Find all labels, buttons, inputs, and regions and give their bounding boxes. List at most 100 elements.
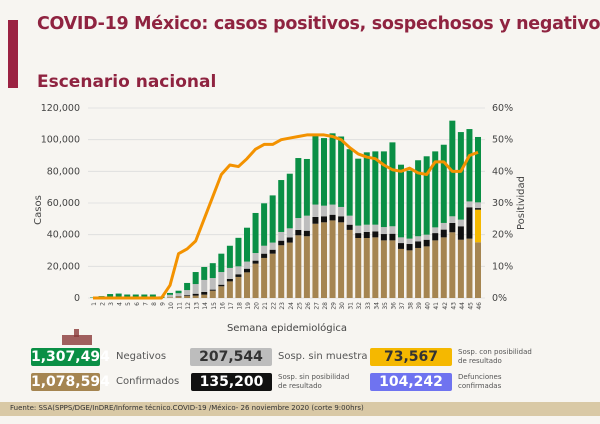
bar-negativos-week-7 bbox=[141, 294, 148, 298]
bar-confirmados-week-44 bbox=[457, 239, 464, 298]
bar-confirmados-week-20 bbox=[252, 263, 259, 298]
bar-sin_posibilidad-week-41 bbox=[432, 233, 439, 241]
bar-sin_muestra-week-16 bbox=[218, 272, 225, 285]
bar-sin_posibilidad-week-40 bbox=[423, 239, 430, 247]
x-tick-label: 35 bbox=[382, 302, 389, 310]
bar-sin_muestra-week-30 bbox=[338, 206, 345, 217]
bar-sin_posibilidad-week-25 bbox=[295, 229, 302, 236]
x-tick-label: 1 bbox=[91, 302, 98, 306]
bar-negativos-week-22 bbox=[269, 195, 276, 243]
bar-sin_posibilidad-week-32 bbox=[355, 233, 362, 238]
bar-sin_muestra-week-36 bbox=[389, 226, 396, 234]
bar-confirmados-week-42 bbox=[440, 237, 447, 298]
bar-sin_muestra-week-19 bbox=[244, 261, 250, 269]
bar-confirmados-week-39 bbox=[415, 247, 422, 298]
bar-sin_muestra-week-32 bbox=[355, 225, 362, 234]
bar-sin_muestra-week-24 bbox=[286, 228, 293, 238]
bar-negativos-week-26 bbox=[303, 158, 310, 216]
bar-sin_posibilidad-week-18 bbox=[235, 274, 242, 277]
x-tick-label: 31 bbox=[348, 302, 355, 310]
bar-sin_posibilidad-week-46 bbox=[475, 208, 481, 210]
bar-confirmados-week-35 bbox=[380, 240, 387, 298]
bar-confirmados-week-21 bbox=[261, 257, 268, 298]
bar-confirmados-week-22 bbox=[269, 253, 276, 298]
bar-sin_muestra-week-28 bbox=[321, 205, 327, 217]
bar-confirmados-week-30 bbox=[338, 222, 345, 298]
bar-sin_posibilidad-week-20 bbox=[252, 260, 259, 264]
bar-confirmados-week-31 bbox=[346, 229, 353, 298]
bar-negativos-week-12 bbox=[184, 282, 191, 291]
bar-sin_muestra-week-17 bbox=[226, 267, 233, 279]
defunciones-label-2: confirmadas bbox=[458, 382, 502, 390]
bar-confirmados-week-33 bbox=[363, 237, 370, 298]
x-tick-label: 21 bbox=[262, 302, 269, 310]
bar-sin_muestra-week-20 bbox=[252, 253, 259, 261]
bar-confirmados-week-28 bbox=[321, 222, 327, 298]
bar-confirmados-week-27 bbox=[312, 223, 319, 298]
x-tick-label: 7 bbox=[142, 302, 149, 306]
bar-confirmados-week-25 bbox=[295, 235, 302, 298]
bar-confirmados-week-24 bbox=[286, 242, 293, 298]
x-tick-label: 23 bbox=[279, 302, 286, 310]
bar-sin_muestra-week-22 bbox=[269, 242, 276, 250]
bar-negativos-week-8 bbox=[149, 294, 156, 298]
bar-confirmados-week-36 bbox=[389, 240, 396, 298]
bar-sin_muestra-week-41 bbox=[432, 227, 439, 234]
bar-negativos-week-18 bbox=[235, 237, 242, 267]
y2-tick-label: 10% bbox=[492, 261, 513, 272]
defunciones-label: Defunciones confirmadas bbox=[458, 373, 502, 391]
x-tick-label: 20 bbox=[254, 302, 261, 310]
bar-negativos-week-37 bbox=[398, 164, 404, 238]
bar-confirmados-week-18 bbox=[235, 276, 242, 298]
bar-sin_posibilidad-week-45 bbox=[466, 207, 473, 239]
bar-sin_muestra-week-38 bbox=[406, 238, 413, 245]
sin-posibilidad-label: Sosp. sin posibilidad de resultado bbox=[278, 373, 349, 391]
x-tick-label: 6 bbox=[134, 302, 141, 306]
bar-sin_posibilidad-week-37 bbox=[398, 243, 404, 249]
bar-negativos-week-34 bbox=[372, 151, 379, 225]
bar-sin_muestra-week-25 bbox=[295, 218, 302, 230]
bar-negativos-week-41 bbox=[432, 151, 439, 228]
bar-confirmados-week-16 bbox=[218, 286, 225, 298]
bar-sin_muestra-week-13 bbox=[192, 284, 199, 294]
bar-confirmados-week-13 bbox=[192, 295, 199, 298]
bar-sin_posibilidad-week-21 bbox=[261, 253, 268, 258]
bar-sin_muestra-week-12 bbox=[184, 290, 191, 296]
x-tick-label: 18 bbox=[236, 302, 243, 310]
bar-negativos-week-11 bbox=[175, 290, 182, 294]
bar-negativos-week-36 bbox=[389, 142, 396, 227]
bar-negativos-week-13 bbox=[192, 272, 199, 285]
bar-negativos-week-19 bbox=[244, 227, 250, 262]
bar-sin_muestra-week-15 bbox=[209, 278, 216, 290]
negativos-label: Negativos bbox=[116, 351, 167, 362]
x-tick-label: 8 bbox=[151, 302, 158, 306]
bar-confirmados-week-12 bbox=[184, 295, 191, 298]
bar-confirmados-week-11 bbox=[175, 296, 182, 298]
bar-negativos-week-25 bbox=[295, 158, 302, 219]
bar-sin_muestra-week-43 bbox=[449, 216, 456, 223]
y2-tick-label: 50% bbox=[492, 135, 513, 146]
bar-sin_muestra-week-34 bbox=[372, 224, 379, 232]
bar-negativos-week-27 bbox=[312, 135, 319, 205]
bar-con_posibilidad-week-46 bbox=[475, 209, 481, 243]
bar-sin_muestra-week-29 bbox=[329, 204, 336, 215]
bar-sin_muestra-week-45 bbox=[466, 201, 473, 208]
bar-sin_muestra-week-26 bbox=[303, 215, 310, 231]
sin-posibilidad-label-2: de resultado bbox=[278, 382, 322, 390]
x-tick-label: 5 bbox=[125, 302, 132, 306]
x-tick-label: 46 bbox=[476, 302, 483, 310]
bar-negativos-week-30 bbox=[338, 136, 345, 207]
bar-sin_posibilidad-week-44 bbox=[457, 226, 464, 240]
x-tick-label: 41 bbox=[433, 302, 440, 310]
bar-confirmados-week-43 bbox=[449, 232, 456, 298]
confirmados-label: Confirmados bbox=[116, 376, 180, 387]
x-tick-label: 19 bbox=[245, 302, 252, 310]
x-tick-label: 34 bbox=[373, 302, 380, 310]
bar-sin_posibilidad-week-42 bbox=[440, 229, 447, 238]
bar-sin_muestra-week-39 bbox=[415, 236, 422, 242]
y-tick-label: 40,000 bbox=[47, 230, 80, 241]
x-tick-label: 37 bbox=[399, 302, 406, 310]
bar-negativos-week-23 bbox=[278, 180, 285, 232]
sin-muestra-label: Sosp. sin muestra bbox=[278, 351, 368, 362]
bar-negativos-week-28 bbox=[321, 138, 327, 206]
